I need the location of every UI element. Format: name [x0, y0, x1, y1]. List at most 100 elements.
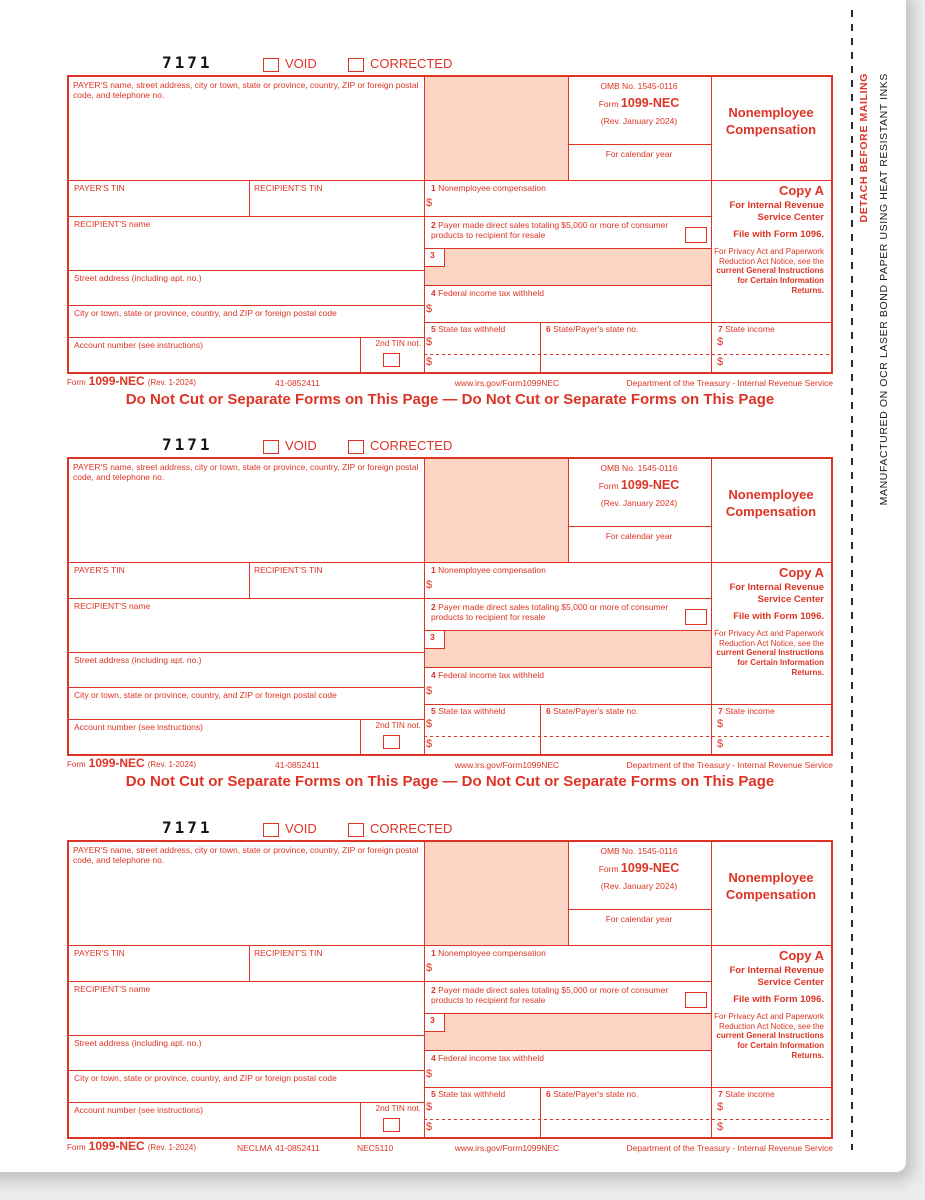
recipient-name-field[interactable] [71, 996, 421, 1033]
box6-state-no-field[interactable] [544, 334, 708, 370]
box6-state-no-field[interactable] [544, 716, 708, 752]
recipient-name-label: RECIPIENT'S name [74, 601, 151, 611]
recipient-tin-field[interactable] [251, 195, 421, 214]
city-label: City or town, state or province, country… [74, 690, 337, 700]
box2-checkbox[interactable] [685, 227, 707, 243]
box7-amount-field-2[interactable] [729, 1121, 827, 1135]
form-revision: (Rev. January 2024) [600, 881, 678, 891]
box7-amount-field-1[interactable] [729, 1101, 827, 1116]
box7-amount-field-1[interactable] [729, 718, 827, 733]
copy-a-recipient: For Internal Revenue Service Center [729, 200, 825, 223]
payer-tin-field[interactable] [71, 195, 247, 214]
recipient-name-field[interactable] [71, 231, 421, 268]
grid-line [711, 77, 712, 372]
box6-label: 6 State/Payer's state no. [546, 324, 639, 334]
omb-block: OMB No. 1545-0116 Form 1099-NEC (Rev. Ja… [568, 846, 710, 891]
corrected-checkbox[interactable] [348, 823, 364, 837]
street-field[interactable] [71, 285, 421, 303]
payer-name-field[interactable] [71, 872, 421, 942]
calendar-year-field[interactable] [570, 543, 708, 560]
street-label: Street address (including apt. no.) [74, 655, 202, 665]
box7-amount-field-2[interactable] [729, 738, 827, 752]
payer-name-field[interactable] [71, 489, 421, 559]
grid-line [540, 1087, 541, 1137]
account-number-field[interactable] [71, 352, 357, 370]
account-number-field[interactable] [71, 1117, 357, 1135]
payer-tin-label: PAYER'S TIN [74, 183, 125, 193]
box5-amount-field-2[interactable] [437, 356, 537, 370]
box4-amount-field[interactable] [439, 686, 704, 701]
second-tin-not-checkbox[interactable] [383, 735, 400, 749]
box4-amount-field[interactable] [439, 1069, 704, 1084]
corrected-label: CORRECTED [370, 56, 453, 71]
recipient-name-label: RECIPIENT'S name [74, 219, 151, 229]
corrected-checkbox[interactable] [348, 440, 364, 454]
calendar-year-field[interactable] [570, 926, 708, 943]
city-field[interactable] [71, 320, 421, 335]
form-word: Form [598, 481, 619, 491]
corrected-label: CORRECTED [370, 438, 453, 453]
box1-amount-field[interactable] [439, 579, 704, 596]
account-label: Account number (see instructions) [74, 722, 203, 732]
box5-amount-field-2[interactable] [437, 738, 537, 752]
file-with-form-1096: File with Form 1096. [733, 993, 824, 1005]
street-label: Street address (including apt. no.) [74, 273, 202, 283]
recipient-tin-field[interactable] [251, 577, 421, 596]
city-field[interactable] [71, 1085, 421, 1100]
second-tin-not-checkbox[interactable] [383, 353, 400, 367]
footer-plate-number: 41-0852411 [275, 760, 320, 770]
recipient-name-field[interactable] [71, 613, 421, 650]
box7-amount-field-2[interactable] [729, 356, 827, 370]
calendar-year-field[interactable] [570, 161, 708, 178]
form-footer: Form 1099-NEC (Rev. 1-2024) 41-0852411 www… [67, 374, 833, 390]
grid-line [568, 842, 569, 945]
payer-tin-label: PAYER'S TIN [74, 565, 125, 575]
street-field[interactable] [71, 667, 421, 685]
box2-checkbox[interactable] [685, 992, 707, 1008]
amount-divider-dashed-line [424, 354, 831, 355]
second-tin-not-checkbox[interactable] [383, 1118, 400, 1132]
box6-state-no-field[interactable] [544, 1099, 708, 1135]
account-number-field[interactable] [71, 734, 357, 752]
grid-line [424, 1087, 831, 1088]
street-label: Street address (including apt. no.) [74, 1038, 202, 1048]
box2-checkbox[interactable] [685, 609, 707, 625]
form-title: Nonemployee Compensation [725, 105, 817, 137]
file-with-form-1096: File with Form 1096. [733, 228, 824, 240]
amount-divider-dashed-line [424, 736, 831, 737]
box5-amount-field-2[interactable] [437, 1121, 537, 1135]
box1-amount-field[interactable] [439, 197, 704, 214]
second-tin-not-label: 2nd TIN not. [375, 1103, 421, 1113]
grid-line [424, 1013, 711, 1014]
dollar-sign: $ [426, 1121, 433, 1133]
payer-tin-field[interactable] [71, 960, 247, 979]
grid-line [568, 909, 711, 910]
second-tin-not-label: 2nd TIN not. [375, 720, 421, 730]
street-field[interactable] [71, 1050, 421, 1068]
box1-amount-field[interactable] [439, 962, 704, 979]
footer-irs-url: www.irs.gov/Form1099NEC [454, 1143, 560, 1153]
payer-block-label: PAYER'S name, street address, city or to… [73, 462, 419, 483]
void-checkbox[interactable] [263, 823, 279, 837]
city-label: City or town, state or province, country… [74, 308, 337, 318]
box7-amount-field-1[interactable] [729, 336, 827, 351]
box5-amount-field-1[interactable] [437, 336, 537, 351]
void-checkbox[interactable] [263, 440, 279, 454]
box4-amount-field[interactable] [439, 304, 704, 319]
form-revision: (Rev. January 2024) [600, 116, 678, 126]
grid-line [424, 630, 711, 631]
form-1099-nec: 7171 VOID CORRECTED [67, 435, 833, 795]
corrected-checkbox[interactable] [348, 58, 364, 72]
dollar-sign: $ [717, 336, 724, 348]
payer-name-field[interactable] [71, 107, 421, 177]
file-with-form-1096: File with Form 1096. [733, 610, 824, 622]
box5-amount-field-1[interactable] [437, 718, 537, 733]
city-field[interactable] [71, 702, 421, 717]
grid-line [424, 842, 425, 1137]
box5-amount-field-1[interactable] [437, 1101, 537, 1116]
omb-block: OMB No. 1545-0116 Form 1099-NEC (Rev. Ja… [568, 81, 710, 126]
payer-tin-field[interactable] [71, 577, 247, 596]
void-checkbox[interactable] [263, 58, 279, 72]
recipient-tin-field[interactable] [251, 960, 421, 979]
copy-a-block: Copy A For Internal Revenue Service Cent… [711, 183, 827, 296]
